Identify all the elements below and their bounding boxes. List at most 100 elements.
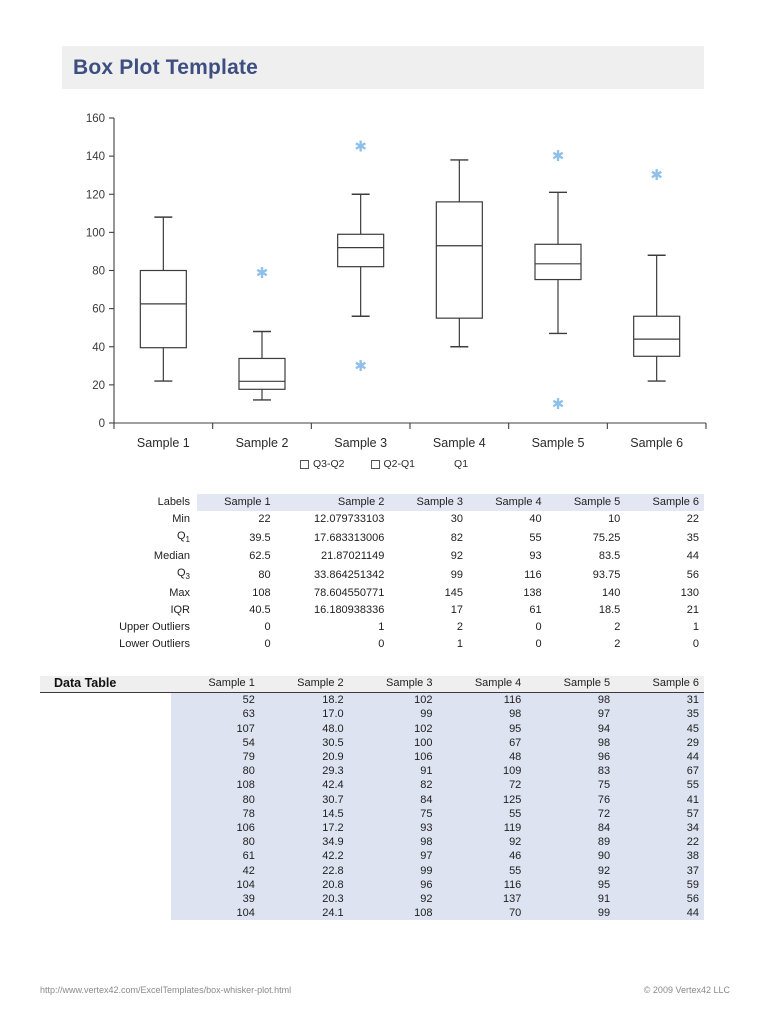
data-table-cell: 76 <box>526 792 616 807</box>
statistics-cell: 62.5 <box>249 550 271 563</box>
data-table-cell: 80 <box>171 764 260 779</box>
data-table-row-spacer <box>40 821 171 836</box>
data-table-cell: 34 <box>615 821 704 836</box>
data-table-cell: 75 <box>526 778 616 793</box>
data-table-cell: 59 <box>615 877 704 893</box>
y-axis-tick-label: 160 <box>86 113 105 125</box>
data-table-body: 52 18.2 102 116 98 31 63 17.0 99 98 97 35 107 48.0 102… <box>40 692 704 921</box>
statistics-cell: 21.87021149 <box>320 550 385 563</box>
statistics-cell: 1 <box>378 621 385 634</box>
data-table-cell: 95 <box>526 877 616 893</box>
statistics-cell: 12.079733103 <box>314 513 385 525</box>
data-table-cell: 97 <box>348 849 438 864</box>
table-row: 78 14.5 75 55 72 57 <box>40 806 704 822</box>
box-rect <box>435 201 483 319</box>
x-axis-category-label: Sample 5 <box>532 436 585 450</box>
statistics-cell: 140 <box>601 587 621 600</box>
statistics-row: Upper Outliers 0 1 2 0 2 1 <box>96 619 704 636</box>
statistics-row-label: Q1 <box>176 530 190 545</box>
data-table-cell: 125 <box>437 792 527 807</box>
data-table-row-spacer <box>40 692 171 708</box>
page-footer: http://www.vertex42.com/ExcelTemplates/b… <box>40 985 730 995</box>
statistics-cell: 108 <box>252 587 271 600</box>
data-table-cell: 44 <box>615 906 704 921</box>
outlier-marker: ✱ <box>354 139 367 156</box>
data-table-cell: 48 <box>437 750 527 765</box>
data-table-cell: 54 <box>171 735 260 751</box>
data-table-row-spacer <box>40 806 171 822</box>
footer-url[interactable]: http://www.vertex42.com/ExcelTemplates/b… <box>40 985 292 995</box>
data-table-cell: 99 <box>348 707 438 722</box>
statistics-cell: 75.25 <box>592 531 621 544</box>
data-table-cell: 91 <box>526 892 616 907</box>
statistics-cell: 2 <box>456 621 464 634</box>
data-table-column-header: Sample 3 <box>348 676 438 694</box>
y-axis-tick-label: 100 <box>86 227 105 239</box>
statistics-cell: 0 <box>535 621 542 634</box>
statistics-table-body: Min 22 12.079733103 30 40 10 22 Q1 39.5 17.683313… <box>96 511 704 653</box>
data-table-cell: 99 <box>348 863 438 878</box>
data-table-column-header: Sample 4 <box>437 676 527 694</box>
data-table-cell: 96 <box>526 750 616 765</box>
legend-swatch-icon <box>300 459 309 469</box>
data-table-cell: 106 <box>171 821 260 836</box>
data-table-cell: 93 <box>348 821 438 836</box>
data-table-cell: 29.3 <box>259 764 349 779</box>
legend-label: Q3-Q2 <box>313 458 345 470</box>
statistics-row-label-subscript: 1 <box>185 535 190 545</box>
statistics-row-label: Median <box>153 550 190 563</box>
statistics-cell: 30 <box>450 513 464 525</box>
outlier-marker: ✱ <box>650 167 663 184</box>
legend-swatch-icon <box>370 459 380 469</box>
data-table-cell: 42.2 <box>259 849 349 864</box>
statistics-cell: 10 <box>608 513 621 525</box>
data-table-title: Data Table <box>40 676 171 694</box>
data-table-cell: 94 <box>526 721 616 736</box>
data-table-cell: 108 <box>171 778 260 793</box>
table-row: 39 20.3 92 137 91 56 <box>40 892 704 907</box>
data-table-cell: 55 <box>437 806 527 822</box>
data-table-cell: 56 <box>615 892 704 907</box>
data-table-cell: 29 <box>615 735 704 751</box>
table-row: 52 18.2 102 116 98 31 <box>40 692 704 708</box>
data-table-row-spacer <box>40 849 171 864</box>
data-table-cell: 107 <box>171 721 260 736</box>
data-table-cell: 55 <box>615 778 704 793</box>
data-table-cell: 57 <box>615 806 704 822</box>
statistics-cell: 130 <box>680 587 699 600</box>
statistics-cell: 1 <box>456 638 464 651</box>
data-table-cell: 22.8 <box>259 863 349 878</box>
statistics-labels-header: Labels <box>157 496 190 508</box>
box-rect <box>337 233 385 268</box>
data-table-cell: 17.2 <box>259 821 349 836</box>
legend-item[interactable]: Q1 <box>441 458 468 470</box>
statistics-cell: 17 <box>450 604 464 617</box>
data-table-cell: 42.4 <box>259 778 349 793</box>
data-table-row-spacer <box>40 863 171 878</box>
statistics-cell: 116 <box>524 568 542 581</box>
statistics-cell: 0 <box>378 638 385 651</box>
data-table-cell: 98 <box>526 735 616 751</box>
legend-swatch-icon <box>441 460 450 469</box>
y-axis-tick-label: 80 <box>92 266 105 278</box>
statistics-row: IQR 40.5 16.180938336 17 61 18.5 21 <box>96 602 704 619</box>
legend-item[interactable]: Q2-Q1 <box>370 458 415 470</box>
data-table-cell: 39 <box>171 892 260 907</box>
statistics-cell: 21 <box>686 604 699 617</box>
data-table-cell: 137 <box>437 892 527 907</box>
statistics-cell: 1 <box>692 621 699 634</box>
data-table-cell: 67 <box>437 735 527 751</box>
box-plot-svg: 0 20 40 60 80 100 120 140 160 Sample 1 Sample 2 Sam… <box>86 113 707 450</box>
data-table-row-spacer <box>40 778 171 793</box>
data-table-cell: 97 <box>526 707 616 722</box>
statistics-cell: 61 <box>529 604 542 617</box>
data-table-cell: 104 <box>171 906 260 921</box>
data-table-cell: 24.1 <box>259 906 349 921</box>
box-rect <box>139 269 187 349</box>
chart-legend: Q3-Q2 Q2-Q1 Q1 <box>300 458 468 470</box>
data-table-cell: 46 <box>437 849 527 864</box>
legend-item[interactable]: Q3-Q2 <box>300 458 345 470</box>
data-table-cell: 92 <box>348 892 438 907</box>
box-plot-chart: 0 20 40 60 80 100 120 140 160 Sample 1 Sample 2 Sam… <box>62 108 712 483</box>
data-table-cell: 96 <box>348 877 438 893</box>
